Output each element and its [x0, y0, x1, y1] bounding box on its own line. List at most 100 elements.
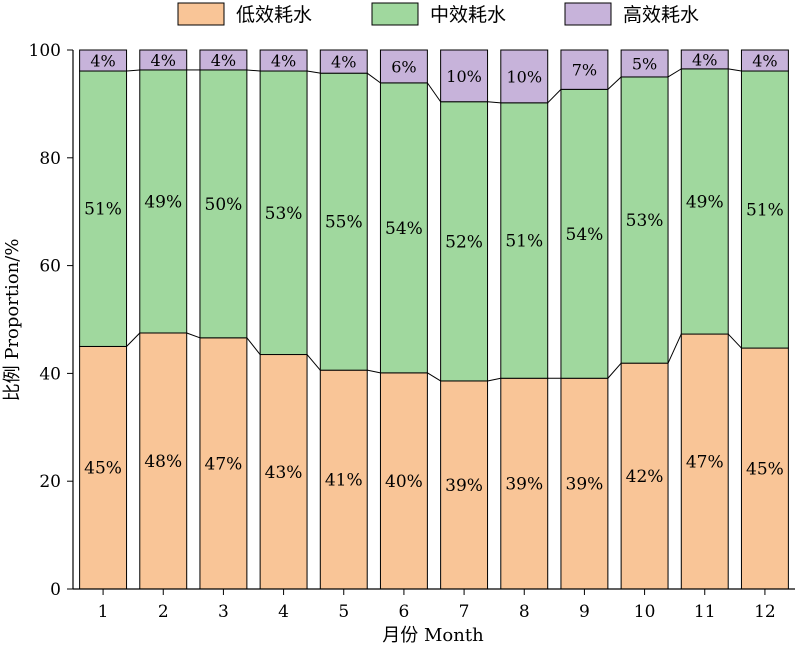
data-label: 4% — [752, 52, 777, 71]
data-label: 54% — [385, 219, 423, 239]
bar-segment — [620, 49, 669, 78]
bar-segment — [560, 88, 609, 379]
connector-line — [487, 377, 501, 382]
x-tick-label: 8 — [519, 602, 530, 622]
bar-segment — [139, 332, 188, 590]
data-label: 54% — [566, 225, 604, 245]
x-tick-label: 12 — [754, 602, 776, 622]
bar-segment — [199, 49, 248, 71]
x-tick-label: 3 — [218, 602, 229, 622]
data-label: 47% — [205, 454, 243, 474]
bar-segment — [440, 380, 489, 590]
y-tick-label: 60 — [39, 257, 61, 277]
bar-segment — [740, 70, 789, 349]
bar-segment — [379, 49, 428, 84]
bar-segment — [139, 69, 188, 334]
connector-line — [246, 69, 261, 72]
data-label: 51% — [84, 200, 122, 220]
x-tick-label: 11 — [694, 602, 716, 622]
connector-line — [126, 332, 141, 347]
y-tick-label: 40 — [39, 364, 61, 384]
legend-label: 高效耗水 — [623, 4, 699, 26]
data-label: 39% — [505, 475, 543, 495]
y-tick-label: 0 — [50, 580, 61, 600]
x-tick-label: 4 — [278, 602, 289, 622]
bar-segment — [680, 49, 729, 70]
legend-swatch — [564, 2, 612, 26]
bar-segment — [560, 49, 609, 90]
connector-line — [487, 101, 501, 104]
legend-swatch — [371, 2, 419, 26]
connector-line — [426, 82, 442, 103]
data-label: 43% — [265, 463, 303, 483]
legend-label: 中效耗水 — [430, 4, 506, 26]
bar-segment — [620, 362, 669, 590]
data-label: 39% — [445, 476, 483, 496]
data-label: 39% — [566, 475, 604, 495]
bar-segment — [680, 333, 729, 590]
bar-segment — [79, 70, 128, 347]
bar-segment — [500, 49, 549, 104]
y-tick-label: 100 — [29, 41, 61, 61]
connector-line — [667, 333, 682, 364]
connector-line — [667, 68, 682, 78]
data-label: 53% — [626, 211, 664, 231]
data-label: 45% — [746, 460, 784, 480]
bar-segment — [379, 82, 428, 374]
legend-swatch — [177, 2, 225, 26]
data-label: 4% — [331, 53, 356, 72]
data-label: 53% — [265, 204, 303, 224]
connector-lines — [126, 68, 742, 382]
x-tick-label: 2 — [158, 602, 169, 622]
data-label: 4% — [151, 51, 176, 70]
x-axis-label: 月份 Month — [382, 625, 484, 646]
y-axis-label: 比例 Proportion/% — [2, 239, 23, 402]
connector-line — [607, 76, 622, 90]
connector-line — [126, 69, 140, 72]
connector-line — [366, 72, 381, 84]
bar-segment — [259, 49, 308, 72]
data-label: 51% — [505, 232, 543, 252]
connector-line — [427, 372, 441, 382]
x-tick-label: 10 — [634, 602, 656, 622]
bar-segment — [500, 102, 549, 379]
data-label: 4% — [271, 52, 296, 71]
data-label: 48% — [144, 452, 182, 472]
connector-line — [246, 337, 261, 355]
bar-segment — [139, 49, 188, 71]
data-label: 47% — [686, 453, 724, 473]
bar-segment — [500, 377, 549, 590]
connector-line — [728, 68, 742, 72]
data-label: 51% — [746, 201, 784, 221]
legend-label: 低效耗水 — [236, 4, 312, 26]
data-label: 4% — [211, 51, 236, 70]
data-label: 52% — [445, 232, 483, 252]
y-tick-label: 20 — [39, 472, 61, 492]
connector-line — [547, 88, 562, 104]
bar-segment — [740, 347, 789, 590]
bar-segment — [319, 49, 368, 74]
connector-line — [367, 369, 381, 374]
data-label: 50% — [205, 195, 243, 215]
bar-segment — [740, 49, 789, 72]
bar-labels: 45% 51% 4% 48% 49% 4% 47% 50% 4% 43% 53% 4% 41% 55% 4%… — [84, 50, 784, 496]
data-label: 42% — [626, 467, 664, 487]
x-tick-label: 1 — [98, 602, 109, 622]
data-label: 7% — [572, 61, 597, 80]
data-label: 10% — [446, 67, 482, 86]
data-label: 10% — [506, 67, 542, 86]
legend: 低效耗水 中效耗水 高效耗水 — [177, 2, 699, 26]
connector-line — [306, 70, 321, 74]
bar-segment — [79, 49, 128, 72]
bar-segment — [560, 377, 609, 590]
bar-segment — [440, 101, 489, 382]
bar-segment — [620, 76, 669, 364]
connector-line — [186, 332, 201, 339]
connector-line — [727, 333, 742, 349]
data-label: 55% — [325, 213, 363, 233]
bar-segment — [79, 345, 128, 590]
bar-segment — [319, 72, 368, 371]
connector-line — [607, 362, 622, 379]
x-tick-label: 7 — [459, 602, 470, 622]
